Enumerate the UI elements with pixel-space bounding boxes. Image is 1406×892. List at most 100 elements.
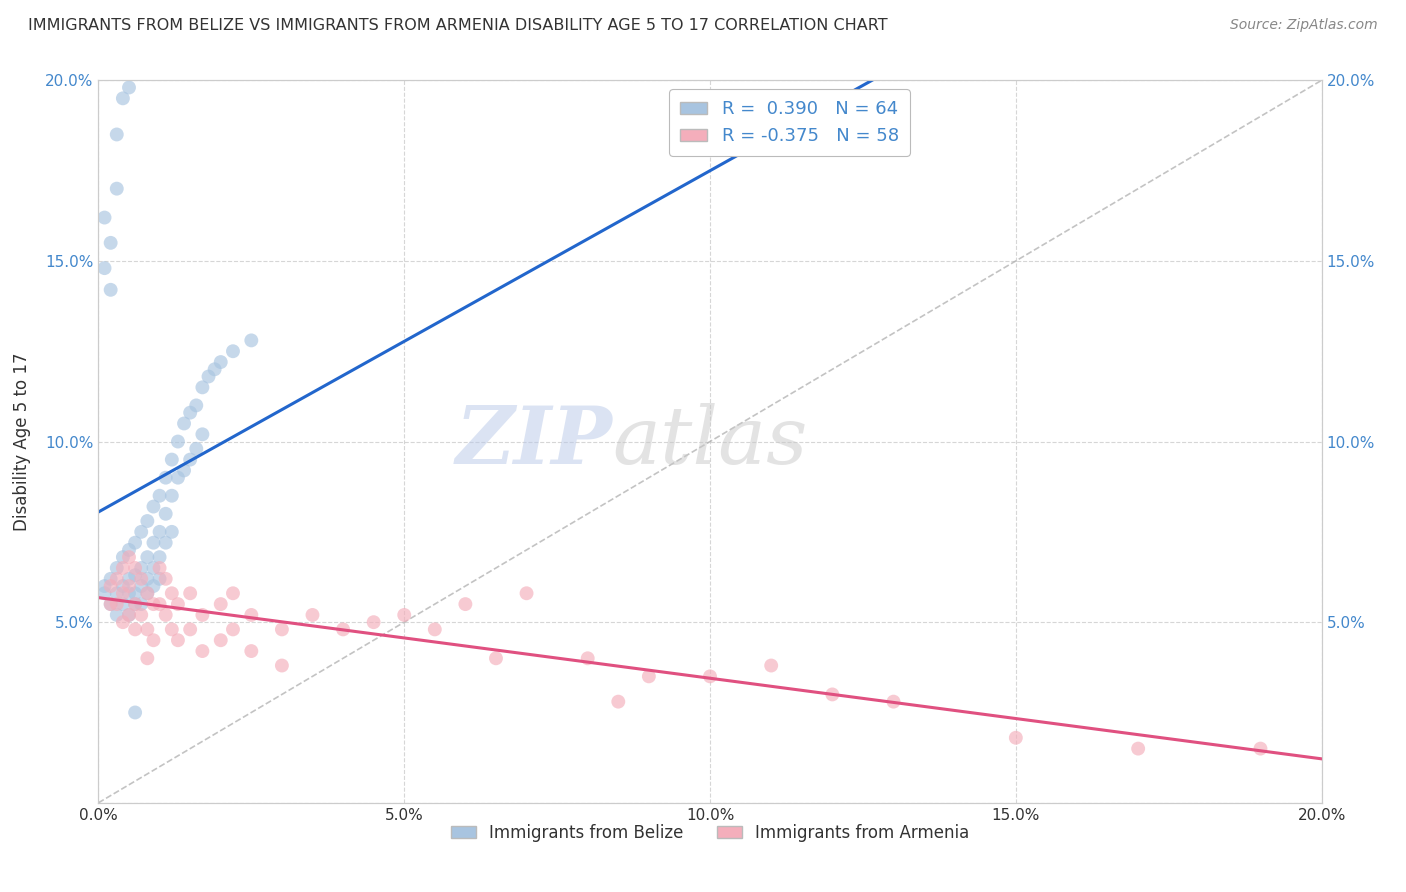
Point	[516, 586, 538, 600]
Point	[100, 235, 122, 250]
Point	[270, 658, 292, 673]
Point	[883, 695, 905, 709]
Point	[160, 524, 183, 539]
Point	[105, 586, 128, 600]
Point	[149, 572, 172, 586]
Point	[363, 615, 385, 630]
Point	[149, 489, 172, 503]
Point	[759, 658, 782, 673]
Text: Source: ZipAtlas.com: Source: ZipAtlas.com	[1230, 18, 1378, 32]
Point	[240, 644, 263, 658]
Point	[607, 695, 630, 709]
Text: atlas: atlas	[612, 403, 807, 480]
Point	[129, 572, 152, 586]
Point	[392, 607, 416, 622]
Point	[142, 597, 165, 611]
Point	[191, 607, 214, 622]
Point	[118, 607, 141, 622]
Point	[124, 597, 146, 611]
Point	[129, 597, 152, 611]
Point	[111, 615, 134, 630]
Point	[637, 669, 661, 683]
Point	[155, 572, 177, 586]
Point	[136, 623, 159, 637]
Point	[1128, 741, 1150, 756]
Point	[118, 80, 141, 95]
Point	[332, 623, 354, 637]
Point	[240, 334, 263, 348]
Point	[197, 369, 219, 384]
Point	[173, 417, 195, 431]
Point	[100, 283, 122, 297]
Point	[160, 623, 183, 637]
Point	[111, 597, 134, 611]
Point	[301, 607, 323, 622]
Point	[179, 623, 201, 637]
Point	[136, 550, 159, 565]
Point	[699, 669, 721, 683]
Point	[204, 362, 226, 376]
Point	[191, 380, 214, 394]
Point	[179, 586, 201, 600]
Point	[179, 452, 201, 467]
Point	[118, 550, 141, 565]
Point	[118, 542, 141, 557]
Point	[186, 398, 208, 412]
Point	[105, 182, 128, 196]
Point	[155, 471, 177, 485]
Point	[209, 597, 232, 611]
Point	[100, 597, 122, 611]
Point	[100, 597, 122, 611]
Text: ZIP: ZIP	[456, 403, 612, 480]
Point	[118, 579, 141, 593]
Point	[173, 463, 195, 477]
Point	[1004, 731, 1026, 745]
Point	[167, 471, 190, 485]
Point	[149, 561, 172, 575]
Point	[118, 572, 141, 586]
Point	[124, 561, 146, 575]
Point	[111, 579, 134, 593]
Point	[105, 597, 128, 611]
Point	[222, 586, 245, 600]
Point	[136, 514, 159, 528]
Point	[105, 607, 128, 622]
Point	[167, 633, 190, 648]
Point	[222, 623, 245, 637]
Point	[423, 623, 446, 637]
Point	[124, 535, 146, 549]
Point	[191, 427, 214, 442]
Point	[186, 442, 208, 456]
Point	[93, 261, 115, 276]
Point	[105, 572, 128, 586]
Point	[111, 586, 134, 600]
Point	[124, 586, 146, 600]
Point	[155, 535, 177, 549]
Point	[270, 623, 292, 637]
Point	[129, 579, 152, 593]
Point	[93, 586, 115, 600]
Legend: Immigrants from Belize, Immigrants from Armenia: Immigrants from Belize, Immigrants from …	[444, 817, 976, 848]
Point	[142, 633, 165, 648]
Point	[155, 607, 177, 622]
Point	[111, 91, 134, 105]
Point	[105, 128, 128, 142]
Point	[160, 452, 183, 467]
Point	[136, 572, 159, 586]
Point	[124, 568, 146, 582]
Point	[155, 507, 177, 521]
Point	[118, 586, 141, 600]
Point	[222, 344, 245, 359]
Text: IMMIGRANTS FROM BELIZE VS IMMIGRANTS FROM ARMENIA DISABILITY AGE 5 TO 17 CORRELA: IMMIGRANTS FROM BELIZE VS IMMIGRANTS FRO…	[28, 18, 887, 33]
Point	[209, 355, 232, 369]
Point	[136, 586, 159, 600]
Point	[1249, 741, 1271, 756]
Point	[142, 561, 165, 575]
Point	[105, 561, 128, 575]
Point	[485, 651, 508, 665]
Point	[118, 607, 141, 622]
Point	[149, 524, 172, 539]
Point	[142, 500, 165, 514]
Point	[136, 651, 159, 665]
Y-axis label: Disability Age 5 to 17: Disability Age 5 to 17	[13, 352, 31, 531]
